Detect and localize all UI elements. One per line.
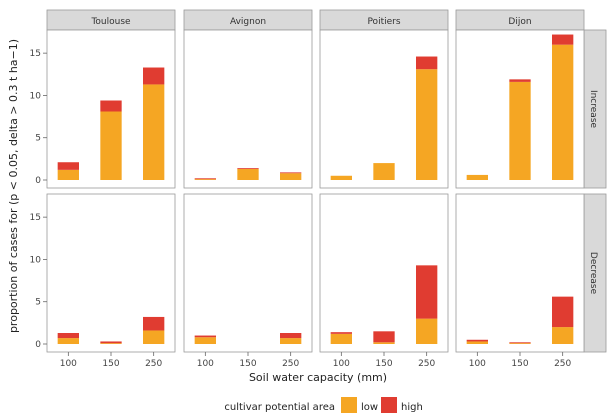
bar-low-decrease-toulouse-150 xyxy=(100,343,122,344)
x-tick-label: 100 xyxy=(333,359,350,369)
bar-low-increase-avignon-100 xyxy=(194,179,216,180)
bar-high-decrease-toulouse-100 xyxy=(57,333,79,339)
column-label-avignon: Avignon xyxy=(230,17,266,27)
bar-low-decrease-avignon-250 xyxy=(280,338,302,344)
bar-high-decrease-poitiers-250 xyxy=(416,265,438,319)
bar-high-decrease-avignon-250 xyxy=(280,333,302,339)
bar-high-increase-toulouse-150 xyxy=(100,100,122,112)
legend-label-low: low xyxy=(361,402,378,413)
y-tick-label: 0 xyxy=(35,340,41,350)
legend-title: cultivar potential area xyxy=(224,402,335,413)
bar-low-decrease-avignon-100 xyxy=(194,337,216,344)
x-tick-label: 150 xyxy=(239,359,256,369)
legend-swatch-low xyxy=(341,397,357,413)
bar-low-increase-toulouse-150 xyxy=(100,111,122,180)
bar-low-increase-poitiers-150 xyxy=(373,163,395,180)
panels-layer: Toulouse Avignon Poitiers Dijon Increase Decr… xyxy=(46,9,607,353)
x-tick-label: 100 xyxy=(469,359,486,369)
column-label-toulouse: Toulouse xyxy=(90,17,131,27)
row-label-decrease: Decrease xyxy=(588,252,598,295)
bar-high-decrease-dijon-150 xyxy=(509,342,531,344)
bar-high-decrease-poitiers-100 xyxy=(330,332,352,334)
bar-high-decrease-poitiers-150 xyxy=(373,331,395,343)
y-tick-label: 0 xyxy=(35,176,41,186)
bar-high-increase-poitiers-250 xyxy=(416,56,438,70)
column-label-poitiers: Poitiers xyxy=(367,17,400,27)
y-axis-title: proportion of cases for (p < 0.05, delta… xyxy=(7,39,20,333)
bar-low-decrease-toulouse-250 xyxy=(143,330,165,344)
y-tick-label: 5 xyxy=(35,134,41,144)
bar-high-decrease-toulouse-150 xyxy=(100,341,122,344)
bar-low-decrease-dijon-100 xyxy=(466,341,488,344)
legend-label-high: high xyxy=(401,402,423,413)
legend-swatch-high xyxy=(381,397,397,413)
column-label-dijon: Dijon xyxy=(508,17,531,27)
bar-high-decrease-dijon-250 xyxy=(552,296,574,328)
x-tick-label: 150 xyxy=(375,359,392,369)
panel-increase-avignon xyxy=(183,29,313,189)
bar-low-decrease-dijon-250 xyxy=(552,327,574,344)
bar-high-decrease-avignon-100 xyxy=(194,335,216,338)
bar-high-increase-avignon-100 xyxy=(194,178,216,180)
y-tick-label: 15 xyxy=(30,49,41,59)
x-tick-label: 250 xyxy=(145,359,162,369)
y-tick-label: 5 xyxy=(35,298,41,308)
panel-decrease-avignon xyxy=(183,193,313,353)
bar-high-increase-toulouse-100 xyxy=(57,162,79,170)
bar-low-increase-toulouse-100 xyxy=(57,169,79,180)
bar-high-decrease-dijon-100 xyxy=(466,339,488,342)
bar-low-increase-dijon-100 xyxy=(466,174,488,180)
bar-low-increase-toulouse-250 xyxy=(143,84,165,180)
x-tick-label: 100 xyxy=(60,359,77,369)
y-tick-label: 15 xyxy=(30,213,41,223)
x-axis-title: Soil water capacity (mm) xyxy=(249,371,387,384)
x-tick-label: 150 xyxy=(102,359,119,369)
bar-low-increase-poitiers-250 xyxy=(416,69,438,180)
bar-high-increase-dijon-250 xyxy=(552,34,574,45)
x-tick-label: 250 xyxy=(554,359,571,369)
bar-high-increase-dijon-150 xyxy=(509,79,531,82)
bar-high-increase-avignon-250 xyxy=(280,172,302,174)
x-tick-label: 150 xyxy=(511,359,528,369)
x-tick-label: 100 xyxy=(197,359,214,369)
bars-layer xyxy=(57,34,574,344)
bar-low-decrease-poitiers-250 xyxy=(416,318,438,344)
x-tick-label: 250 xyxy=(418,359,435,369)
bar-low-increase-dijon-250 xyxy=(552,44,574,180)
bar-low-decrease-poitiers-150 xyxy=(373,342,395,344)
x-tick-label: 250 xyxy=(282,359,299,369)
bar-low-increase-avignon-250 xyxy=(280,173,302,180)
bar-low-increase-poitiers-100 xyxy=(330,175,352,180)
legend: cultivar potential area low high xyxy=(224,397,423,413)
y-tick-label: 10 xyxy=(30,91,42,101)
y-tick-label: 10 xyxy=(30,255,42,265)
bar-low-decrease-poitiers-100 xyxy=(330,333,352,344)
bar-low-decrease-toulouse-100 xyxy=(57,338,79,344)
bar-high-decrease-toulouse-250 xyxy=(143,316,165,331)
bar-low-decrease-dijon-150 xyxy=(509,343,531,344)
bar-low-increase-dijon-150 xyxy=(509,81,531,180)
bar-high-increase-avignon-150 xyxy=(237,168,259,170)
row-label-increase: Increase xyxy=(588,90,598,129)
bar-high-increase-toulouse-250 xyxy=(143,67,165,85)
bar-low-increase-avignon-150 xyxy=(237,169,259,180)
